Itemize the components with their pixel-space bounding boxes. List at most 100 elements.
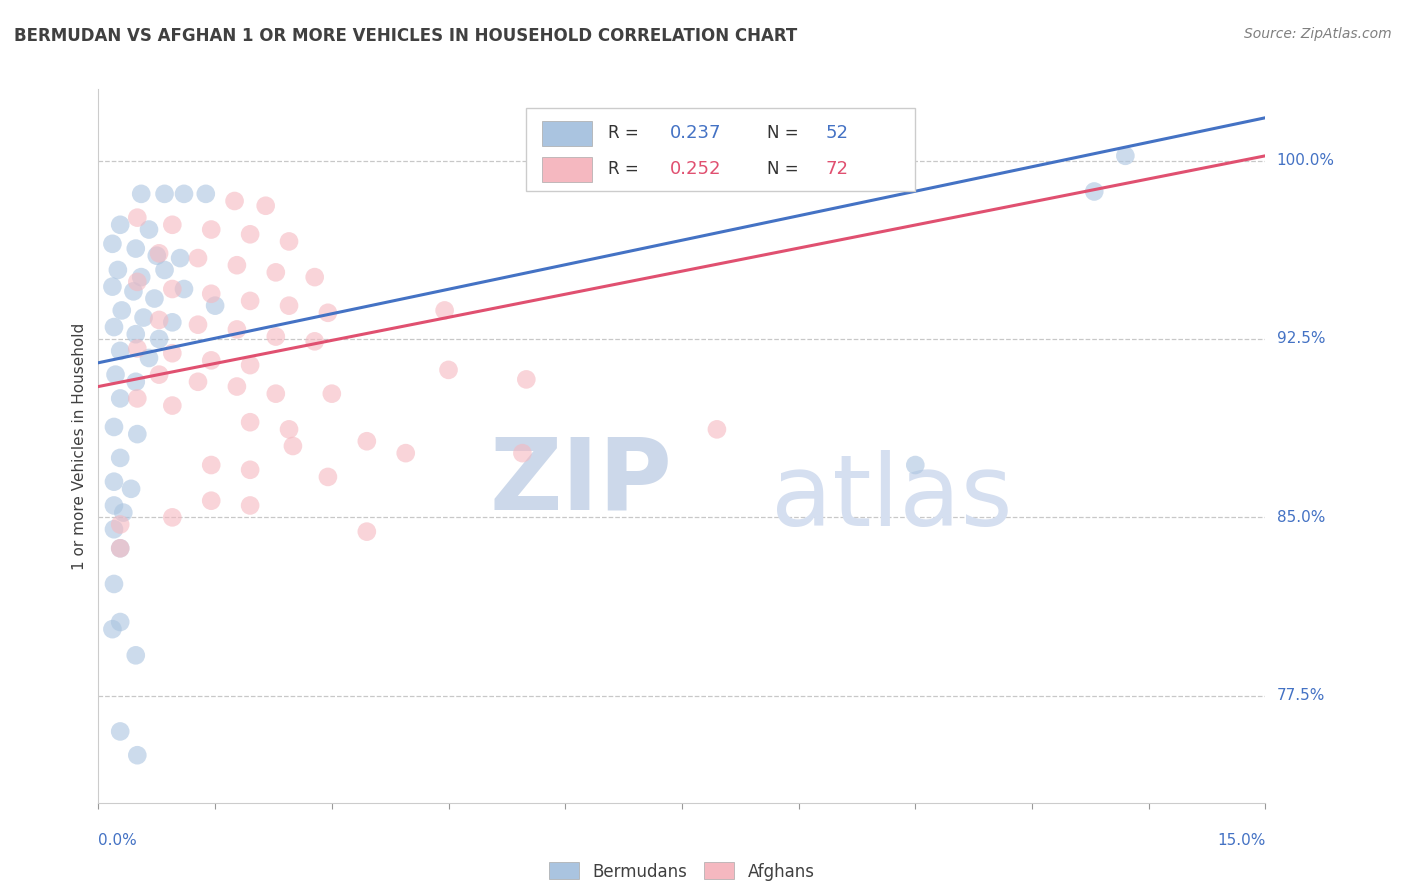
Point: [395, 446, 418, 460]
FancyBboxPatch shape: [541, 121, 592, 146]
Point: [153, 263, 176, 277]
Point: [187, 375, 209, 389]
Point: [148, 368, 170, 382]
Point: [264, 386, 287, 401]
Point: [225, 379, 247, 393]
Point: [200, 222, 222, 236]
Legend: Bermudans, Afghans: Bermudans, Afghans: [543, 855, 821, 888]
Point: [108, 541, 131, 556]
Text: 0.252: 0.252: [671, 160, 721, 178]
Point: [127, 342, 149, 356]
Point: [162, 218, 184, 232]
Point: [127, 427, 149, 442]
Point: [173, 282, 195, 296]
Text: ZIP: ZIP: [489, 434, 672, 530]
Point: [321, 386, 343, 401]
Point: [104, 368, 127, 382]
Text: 52: 52: [825, 124, 849, 142]
Point: [239, 293, 262, 308]
Point: [103, 420, 125, 434]
Point: [127, 392, 149, 406]
Point: [108, 218, 131, 232]
FancyBboxPatch shape: [526, 108, 915, 192]
Point: [264, 329, 287, 343]
Point: [239, 415, 262, 429]
Point: [138, 351, 160, 365]
Y-axis label: 1 or more Vehicles in Household: 1 or more Vehicles in Household: [72, 322, 87, 570]
Point: [224, 194, 246, 208]
Point: [138, 222, 160, 236]
Point: [125, 375, 148, 389]
Point: [111, 303, 134, 318]
Point: [1083, 185, 1105, 199]
Point: [316, 470, 339, 484]
Point: [108, 517, 131, 532]
Point: [169, 251, 191, 265]
Point: [125, 327, 148, 342]
Point: [148, 332, 170, 346]
Point: [129, 270, 152, 285]
Text: 92.5%: 92.5%: [1277, 332, 1324, 346]
Text: 72: 72: [825, 160, 849, 178]
Point: [148, 246, 170, 260]
Point: [146, 249, 169, 263]
Point: [304, 270, 326, 285]
Point: [162, 399, 184, 413]
Point: [200, 493, 222, 508]
Point: [356, 434, 378, 449]
Point: [304, 334, 326, 349]
Point: [153, 186, 176, 201]
Point: [1114, 149, 1136, 163]
Point: [706, 422, 728, 436]
Text: 77.5%: 77.5%: [1277, 689, 1324, 703]
Text: BERMUDAN VS AFGHAN 1 OR MORE VEHICLES IN HOUSEHOLD CORRELATION CHART: BERMUDAN VS AFGHAN 1 OR MORE VEHICLES IN…: [14, 27, 797, 45]
Text: atlas: atlas: [770, 450, 1012, 547]
Point: [129, 186, 152, 201]
Point: [107, 263, 129, 277]
Point: [103, 522, 125, 536]
Point: [101, 622, 124, 636]
Text: 100.0%: 100.0%: [1277, 153, 1334, 168]
Point: [108, 392, 131, 406]
Point: [101, 279, 124, 293]
Point: [278, 235, 301, 249]
Point: [225, 322, 247, 336]
Text: N =: N =: [768, 124, 804, 142]
Point: [127, 275, 149, 289]
Point: [281, 439, 304, 453]
Point: [108, 541, 131, 556]
Point: [316, 306, 339, 320]
Text: 15.0%: 15.0%: [1218, 833, 1265, 848]
Point: [187, 318, 209, 332]
Point: [239, 499, 262, 513]
Point: [433, 303, 456, 318]
Text: 0.237: 0.237: [671, 124, 721, 142]
Point: [108, 615, 131, 629]
Point: [239, 227, 262, 242]
Point: [103, 475, 125, 489]
Text: 0.0%: 0.0%: [98, 833, 138, 848]
Point: [125, 648, 148, 663]
Point: [515, 372, 537, 386]
Point: [278, 299, 301, 313]
Point: [239, 463, 262, 477]
Point: [127, 748, 149, 763]
Point: [239, 358, 262, 372]
Text: R =: R =: [607, 124, 644, 142]
Point: [132, 310, 155, 325]
Point: [356, 524, 378, 539]
Point: [103, 499, 125, 513]
Point: [200, 353, 222, 368]
Point: [162, 510, 184, 524]
Point: [148, 313, 170, 327]
Point: [120, 482, 142, 496]
Point: [103, 577, 125, 591]
Point: [122, 285, 145, 299]
Point: [103, 320, 125, 334]
Text: R =: R =: [607, 160, 644, 178]
Point: [162, 282, 184, 296]
Point: [112, 506, 135, 520]
Point: [125, 242, 148, 256]
Point: [437, 363, 460, 377]
Text: Source: ZipAtlas.com: Source: ZipAtlas.com: [1244, 27, 1392, 41]
